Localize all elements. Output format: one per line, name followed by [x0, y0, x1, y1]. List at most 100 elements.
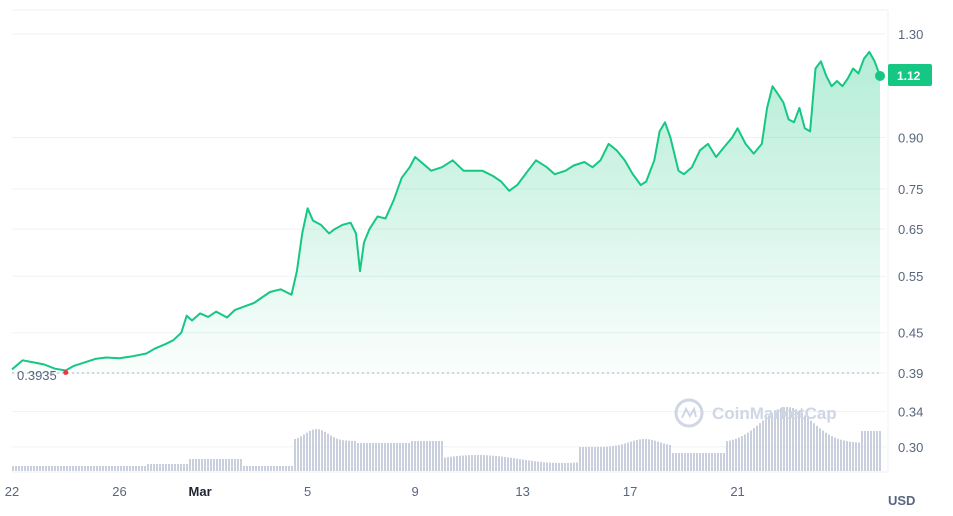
current-price-dot[interactable]: [875, 70, 885, 81]
volume-bar: [582, 446, 584, 471]
watermark-text: CoinMarketCap: [712, 404, 837, 423]
volume-bar: [693, 453, 695, 471]
volume-bar: [360, 443, 362, 471]
volume-bar: [450, 456, 452, 471]
volume-bar: [330, 435, 332, 471]
volume-bar: [714, 453, 716, 471]
volume-bar: [258, 466, 260, 471]
volume-bar: [249, 466, 251, 471]
volume-bar: [72, 466, 74, 471]
volume-bar: [225, 459, 227, 471]
volume-bar: [27, 466, 29, 471]
volume-bar: [555, 462, 557, 471]
volume-bar: [51, 466, 53, 471]
x-tick-label: 21: [730, 484, 744, 499]
volume-bar: [711, 453, 713, 471]
volume-bar: [522, 459, 524, 471]
volume-bar: [864, 431, 866, 471]
volume-bar: [387, 443, 389, 471]
volume-bar: [174, 464, 176, 471]
volume-bar: [600, 446, 602, 471]
volume-bar: [549, 462, 551, 471]
volume-bar: [306, 432, 308, 471]
volume-bar: [456, 456, 458, 471]
volume-bar: [849, 441, 851, 471]
volume-bar: [354, 440, 356, 471]
volume-bar: [357, 443, 359, 471]
volume-bar: [804, 415, 806, 471]
y-axis: 1.30 0.90 0.75 0.65 0.55 0.45 0.39 0.34 0.30: [898, 27, 923, 455]
volume-bar: [651, 439, 653, 471]
volume-bar: [18, 466, 20, 471]
volume-bar: [618, 445, 620, 471]
volume-bar: [366, 443, 368, 471]
volume-bar: [537, 461, 539, 471]
volume-bar: [84, 466, 86, 471]
volume-bar: [66, 466, 68, 471]
volume-bar: [15, 466, 17, 471]
volume-bar: [237, 459, 239, 471]
volume-bar: [531, 460, 533, 471]
volume-bar: [495, 455, 497, 471]
volume-bar: [90, 466, 92, 471]
volume-bar: [756, 425, 758, 471]
volume-bar: [324, 431, 326, 471]
volume-bar: [246, 466, 248, 471]
volume-bar: [639, 439, 641, 471]
volume-bar: [279, 466, 281, 471]
volume-bar: [471, 455, 473, 471]
volume-bar: [621, 444, 623, 471]
volume-bar: [795, 409, 797, 471]
volume-bar: [135, 466, 137, 471]
volume-bar: [705, 453, 707, 471]
volume-bar: [243, 466, 245, 471]
volume-bar: [216, 459, 218, 471]
volume-bar: [774, 410, 776, 471]
volume-bar: [810, 420, 812, 471]
volume-bar: [444, 457, 446, 471]
price-line: [11, 50, 881, 372]
volume-bar: [723, 453, 725, 471]
volume-bar: [12, 466, 14, 471]
volume-bar: [666, 444, 668, 471]
volume-bar: [420, 441, 422, 471]
volume-bar: [573, 462, 575, 471]
volume-bar: [657, 441, 659, 471]
volume-bar: [210, 459, 212, 471]
volume-bar: [489, 455, 491, 471]
volume-bar: [612, 446, 614, 471]
volume-bar: [348, 440, 350, 471]
volume-bar: [381, 443, 383, 471]
volume-bar: [675, 453, 677, 471]
volume-bar: [21, 466, 23, 471]
volume-bar: [315, 429, 317, 471]
volume-bar: [291, 466, 293, 471]
volume-bar: [213, 459, 215, 471]
volume-bar: [426, 441, 428, 471]
volume-bar: [105, 466, 107, 471]
volume-bar: [267, 466, 269, 471]
volume-bar: [843, 440, 845, 471]
volume-bar: [411, 441, 413, 471]
price-area: [11, 50, 881, 374]
volume-bar: [627, 442, 629, 471]
volume-bar: [546, 462, 548, 471]
volume-bar: [819, 428, 821, 471]
volume-bar: [687, 453, 689, 471]
volume-bar: [207, 459, 209, 471]
volume-bar: [741, 436, 743, 471]
volume-bar: [285, 466, 287, 471]
start-price-label: 0.3935: [17, 368, 57, 383]
volume-bar: [345, 440, 347, 471]
volume-bar: [720, 453, 722, 471]
volume-bar: [378, 443, 380, 471]
volume-bar: [111, 466, 113, 471]
volume-bar: [465, 455, 467, 471]
volume-bar: [372, 443, 374, 471]
volume-bar: [321, 430, 323, 471]
volume-bar: [750, 430, 752, 471]
volume-bar: [504, 456, 506, 471]
volume-bar: [114, 466, 116, 471]
volume-bar: [516, 458, 518, 471]
